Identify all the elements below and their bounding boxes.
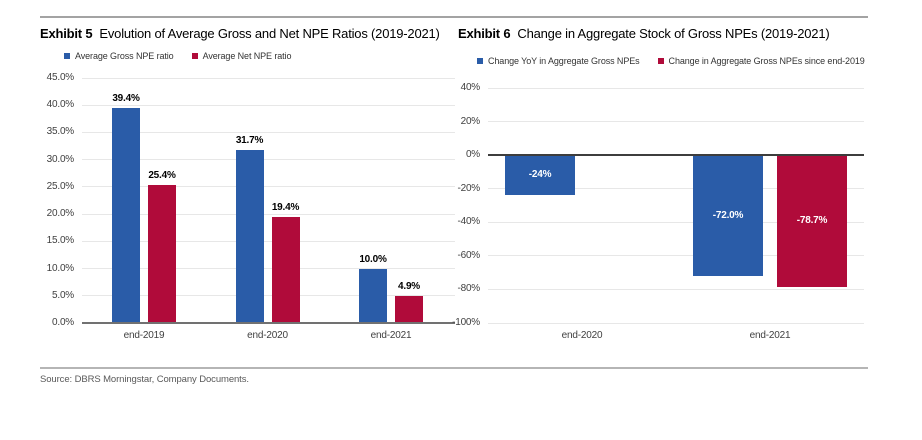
bottom-divider [40, 367, 868, 369]
exhibit5-title: Exhibit 5 Evolution of Average Gross and … [40, 26, 440, 41]
exhibit6-gridline [488, 322, 864, 324]
exhibit5-bar-end-2019-series1 [148, 184, 176, 323]
exhibit6-zero-axis-line [488, 154, 864, 157]
exhibit5-value-label: 25.4% [148, 169, 176, 181]
exhibit5-y-tick-label: 10.0% [46, 262, 75, 274]
exhibit6-gridline [488, 121, 864, 123]
exhibit5-y-tick-label: 0.0% [52, 317, 74, 328]
exhibit6-legend-label: Change in Aggregate Gross NPEs since end… [668, 56, 865, 66]
exhibit5-y-tick-label: 30.0% [46, 153, 75, 165]
exhibit5-bar-end-2020-series1 [271, 217, 300, 323]
exhibit6-bar-end-2021-series0 [693, 155, 763, 276]
exhibit5-bar-end-2021-series0 [359, 268, 387, 323]
exhibit6-value-label: -72.0% [712, 209, 744, 221]
exhibit6-title: Exhibit 6 Change in Aggregate Stock of Gr… [458, 26, 830, 41]
exhibit6-gridline [488, 288, 864, 290]
exhibit6-y-tick-label: 20% [460, 115, 481, 127]
exhibit6-gridline [488, 221, 864, 223]
exhibit5-gridline [82, 131, 455, 133]
exhibit5-y-tick-label: 40.0% [46, 99, 75, 111]
exhibit5-y-tick-label: 35.0% [46, 126, 75, 138]
exhibit6-bar-end-2020-series0 [505, 155, 575, 196]
exhibit6-gridline [488, 188, 864, 190]
exhibit6-y-tick-label: 40% [460, 82, 481, 93]
exhibit5-y-tick-label: 5.0% [52, 289, 74, 301]
source-note: Source: DBRS Morningstar, Company Docume… [40, 374, 249, 385]
exhibit5-value-label: 31.7% [235, 135, 264, 147]
exhibit5-bar-end-2019-series0 [112, 108, 140, 323]
top-divider [40, 16, 868, 18]
exhibit5-y-tick-label: 25.0% [46, 180, 75, 192]
legend-swatch-icon [477, 58, 483, 64]
exhibit5-gridline [82, 240, 455, 242]
exhibit6-y-tick-label: -40% [457, 216, 480, 228]
exhibit5-gridline [82, 186, 455, 188]
exhibit5-y-tick-label: 20.0% [46, 208, 75, 220]
exhibit5-title-text: Evolution of Average Gross and Net NPE R… [99, 26, 440, 41]
legend-swatch-icon [191, 53, 198, 59]
exhibit5-zero-axis-line [82, 322, 455, 324]
exhibit5-legend-item: Average Net NPE ratio [191, 51, 292, 61]
exhibit5-y-tick-label: 15.0% [46, 235, 75, 247]
exhibit6-legend: Change YoY in Aggregate Gross NPEs Change… [477, 56, 883, 66]
exhibit6-title-text: Change in Aggregate Stock of Gross NPEs … [517, 26, 830, 41]
exhibit6-category-label: end-2020 [561, 330, 603, 341]
exhibit6-gridline [488, 255, 864, 257]
legend-swatch-icon [657, 58, 664, 64]
exhibit6-y-tick-label: -60% [457, 249, 480, 261]
exhibit5-y-tick-label: 45.0% [46, 72, 75, 83]
exhibit5-value-label: 19.4% [271, 202, 300, 214]
exhibit5-category-label: end-2019 [123, 330, 165, 341]
exhibit6-legend-item: Change in Aggregate Gross NPEs since end… [657, 56, 865, 66]
exhibit5-bar-end-2021-series1 [395, 296, 423, 323]
exhibit6-legend-label: Change YoY in Aggregate Gross NPEs [488, 56, 640, 66]
exhibit6-gridline [488, 87, 864, 89]
exhibit5-gridline [82, 213, 455, 215]
exhibit5-value-label: 4.9% [398, 281, 420, 293]
exhibit5-gridline [82, 268, 455, 270]
exhibit6-y-tick-label: 0% [465, 149, 480, 161]
exhibit5-value-label: 10.0% [359, 253, 387, 265]
exhibit6-legend-item: Change YoY in Aggregate Gross NPEs [477, 56, 640, 66]
exhibit6-value-label: -78.7% [796, 215, 828, 227]
exhibit6-bar-end-2021-series1 [777, 155, 847, 288]
exhibit5-gridline [82, 159, 455, 161]
legend-swatch-icon [64, 53, 70, 59]
exhibit6-label: Exhibit 6 [458, 26, 511, 41]
exhibit6-category-label: end-2021 [749, 330, 791, 341]
exhibit5-gridline [82, 77, 455, 79]
exhibit5-legend: Average Gross NPE ratio Average Net NPE r… [64, 51, 309, 61]
exhibit6-y-tick-label: -80% [457, 283, 480, 295]
exhibit5-category-label: end-2021 [370, 330, 412, 341]
exhibit5-bar-end-2020-series0 [235, 150, 264, 323]
exhibit6-y-tick-label: -100% [452, 317, 480, 328]
exhibit5-legend-label: Average Net NPE ratio [202, 51, 292, 61]
exhibit5-label: Exhibit 5 [40, 26, 93, 41]
exhibit5-gridline [82, 295, 455, 297]
exhibit5-category-label: end-2020 [247, 330, 288, 341]
exhibit5-legend-item: Average Gross NPE ratio [64, 51, 174, 61]
exhibit5-gridline [82, 104, 455, 106]
exhibit5-legend-label: Average Gross NPE ratio [75, 51, 174, 61]
exhibit6-value-label: -24% [528, 169, 552, 181]
exhibit6-y-tick-label: -20% [457, 182, 480, 194]
exhibit5-value-label: 39.4% [112, 93, 140, 105]
